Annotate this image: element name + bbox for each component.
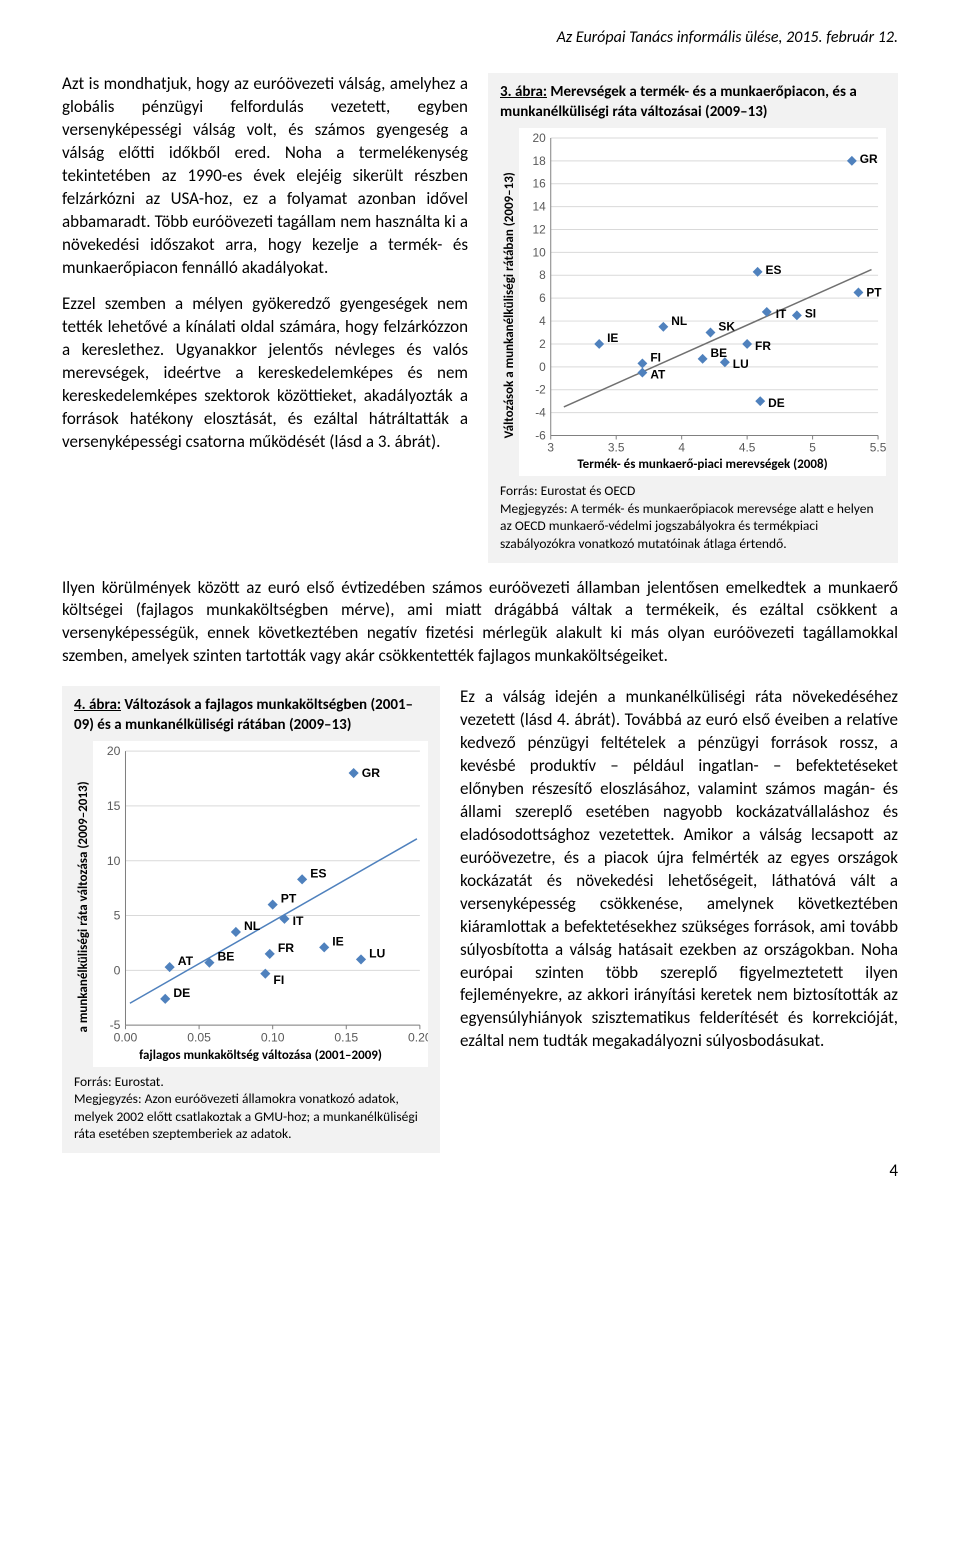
paragraph-3-fullwidth: Ilyen körülmények között az euró első év… xyxy=(62,577,898,669)
svg-text:0.05: 0.05 xyxy=(187,1031,211,1045)
figure-3-title: 3. ábra: Merevségek a termék- és a munka… xyxy=(500,83,886,122)
svg-text:FR: FR xyxy=(755,339,771,353)
svg-text:2: 2 xyxy=(539,337,546,351)
document-page: Az Európai Tanács informális ülése, 2015… xyxy=(0,0,960,1193)
svg-text:-6: -6 xyxy=(535,428,546,442)
figure-4-note: Megjegyzés: Azon euróövezeti államokra v… xyxy=(74,1090,418,1142)
svg-text:DE: DE xyxy=(173,986,190,1000)
svg-text:FR: FR xyxy=(278,941,294,955)
svg-text:20: 20 xyxy=(533,132,547,145)
svg-text:0.10: 0.10 xyxy=(261,1031,285,1045)
svg-text:14: 14 xyxy=(533,200,547,214)
svg-text:NL: NL xyxy=(671,314,687,328)
figure-4-source: Forrás: Eurostat. Megjegyzés: Azon euróö… xyxy=(74,1073,428,1143)
svg-text:PT: PT xyxy=(281,892,297,906)
figure-4-xlabel: fajlagos munkaköltség változása (2001–20… xyxy=(93,1048,428,1063)
paragraph-2: Ezzel szemben a mélyen gyökeredző gyenge… xyxy=(62,293,468,454)
figure-3-source-line: Forrás: Eurostat és OECD xyxy=(500,482,635,499)
figure-4-title-rest: Változások a fajlagos munkaköltségben (2… xyxy=(74,696,413,734)
lower-two-column: 4. ábra: Változások a fajlagos munkakölt… xyxy=(62,686,898,1153)
svg-text:ES: ES xyxy=(766,263,782,277)
left-text-column: Azt is mondhatjuk, hogy az euróövezeti v… xyxy=(62,73,468,563)
right-text-column: Ez a válság idején a munkanélküliségi rá… xyxy=(460,686,898,1153)
svg-text:IT: IT xyxy=(776,307,787,321)
svg-text:FI: FI xyxy=(273,973,284,987)
svg-text:5.5: 5.5 xyxy=(870,440,886,454)
figure-3-chart: -6 -4 -2 0 2 4 6 8 10 12 14 16 18 20 3 3.5 4 4.5 5 5.5 GR ES P… xyxy=(519,132,886,459)
svg-text:0.00: 0.00 xyxy=(114,1031,138,1045)
figure-4-title-prefix: 4. ábra: xyxy=(74,696,121,714)
figure-4-chart: -5051015200.000.050.100.150.20GRESPTITNL… xyxy=(93,745,428,1050)
running-header: Az Európai Tanács informális ülése, 2015… xyxy=(62,28,898,47)
svg-text:FI: FI xyxy=(650,350,661,364)
svg-text:GR: GR xyxy=(362,766,380,780)
svg-text:18: 18 xyxy=(533,154,547,168)
svg-text:DE: DE xyxy=(768,396,785,410)
svg-text:LU: LU xyxy=(733,357,749,371)
svg-text:BE: BE xyxy=(218,950,235,964)
svg-text:IT: IT xyxy=(293,914,304,928)
svg-text:6: 6 xyxy=(539,291,546,305)
svg-text:AT: AT xyxy=(650,368,666,382)
page-number: 4 xyxy=(889,1160,898,1181)
svg-text:-2: -2 xyxy=(535,383,546,397)
svg-text:10: 10 xyxy=(107,854,121,868)
svg-text:12: 12 xyxy=(533,222,547,236)
svg-text:15: 15 xyxy=(107,799,121,813)
svg-text:4: 4 xyxy=(539,314,546,328)
svg-text:-4: -4 xyxy=(535,406,546,420)
svg-text:PT: PT xyxy=(866,285,882,299)
svg-text:3: 3 xyxy=(547,440,554,454)
figure-3-ylabel: Változások a munkanélküliségi rátában (2… xyxy=(500,128,519,482)
paragraph-4: Ez a válság idején a munkanélküliségi rá… xyxy=(460,686,898,1053)
figure-4-ylabel: a munkanélküliségi ráta változása (2009–… xyxy=(74,741,93,1073)
svg-text:IE: IE xyxy=(332,935,344,949)
svg-text:16: 16 xyxy=(533,177,547,191)
figure-3-box: 3. ábra: Merevségek a termék- és a munka… xyxy=(488,73,898,563)
svg-text:AT: AT xyxy=(178,954,194,968)
svg-text:10: 10 xyxy=(533,245,547,259)
svg-text:0: 0 xyxy=(539,360,546,374)
svg-text:SK: SK xyxy=(718,320,735,334)
svg-text:0: 0 xyxy=(114,964,121,978)
svg-text:ES: ES xyxy=(310,867,326,881)
svg-text:3.5: 3.5 xyxy=(608,440,625,454)
paragraph-1: Azt is mondhatjuk, hogy az euróövezeti v… xyxy=(62,73,468,279)
svg-text:SI: SI xyxy=(805,306,816,320)
svg-text:5: 5 xyxy=(809,440,816,454)
svg-text:NL: NL xyxy=(244,919,261,933)
figure-3-title-prefix: 3. ábra: xyxy=(500,83,547,101)
svg-text:20: 20 xyxy=(107,745,121,758)
figure-4-title: 4. ábra: Változások a fajlagos munkakölt… xyxy=(74,696,428,735)
svg-text:5: 5 xyxy=(114,909,121,923)
figure-3-xlabel: Termék- és munkaerő-piaci merevségek (20… xyxy=(519,457,886,472)
svg-text:0.20: 0.20 xyxy=(408,1031,428,1045)
svg-text:LU: LU xyxy=(369,947,385,961)
svg-text:0.15: 0.15 xyxy=(334,1031,358,1045)
figure-3-title-rest: Merevségek a termék- és a munkaerőpiacon… xyxy=(500,83,857,121)
figure-4-box: 4. ábra: Változások a fajlagos munkakölt… xyxy=(62,686,440,1153)
upper-two-column: Azt is mondhatjuk, hogy az euróövezeti v… xyxy=(62,73,898,563)
svg-text:4: 4 xyxy=(678,440,685,454)
figure-4-source-line: Forrás: Eurostat. xyxy=(74,1073,164,1090)
figure-3-note: Megjegyzés: A termék- és munkaerőpiacok … xyxy=(500,500,874,552)
svg-text:4.5: 4.5 xyxy=(739,440,756,454)
svg-text:IE: IE xyxy=(607,331,618,345)
figure-3-source: Forrás: Eurostat és OECD Megjegyzés: A t… xyxy=(500,482,886,552)
svg-text:8: 8 xyxy=(539,268,546,282)
svg-text:GR: GR xyxy=(860,152,878,166)
